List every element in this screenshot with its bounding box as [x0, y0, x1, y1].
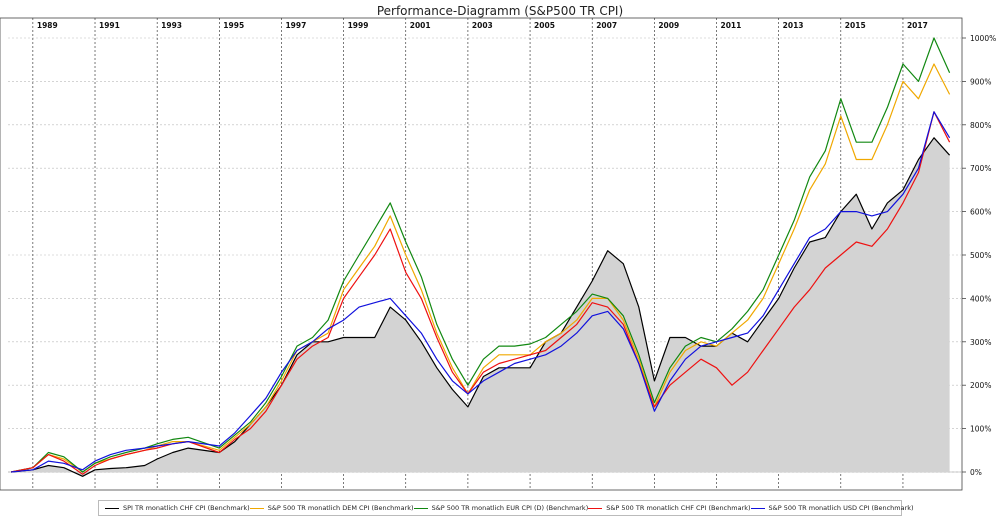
- legend-swatch: [249, 507, 264, 509]
- benchmark-area-fill: [11, 137, 950, 477]
- x-tick-label: 2005: [534, 21, 555, 30]
- x-tick-label: 2003: [472, 21, 493, 30]
- legend-label: S&P 500 TR monatlich CHF CPI (Benchmark): [606, 504, 751, 512]
- x-tick-label: 1993: [161, 21, 182, 30]
- legend: SPI TR monatlich CHF CPI (Benchmark) S&P …: [98, 500, 914, 516]
- legend-item: S&P 500 TR monatlich USD CPI (Benchmark): [750, 504, 914, 512]
- legend-item: S&P 500 TR monatlich DEM CPI (Benchmark): [249, 504, 414, 512]
- x-tick-label: 2017: [907, 21, 928, 30]
- legend-swatch: [105, 507, 119, 509]
- legend-swatch: [413, 507, 428, 509]
- x-tick-label: 1991: [99, 21, 120, 30]
- legend-item: S&P 500 TR monatlich CHF CPI (Benchmark): [588, 504, 751, 512]
- series-line-1: [10, 63, 951, 473]
- y-tick-label: 400%: [970, 294, 991, 303]
- x-tick-label: 1999: [348, 21, 369, 30]
- x-tick-label: 2007: [596, 21, 617, 30]
- legend-swatch: [588, 507, 603, 509]
- legend-label: S&P 500 TR monatlich USD CPI (Benchmark): [768, 504, 914, 512]
- y-tick-label: 100%: [970, 425, 991, 434]
- x-tick-label: 1997: [285, 21, 306, 30]
- x-tick-label: 2015: [845, 21, 866, 30]
- y-tick-label: 900%: [970, 77, 991, 86]
- chart-title: Performance-Diagramm (S&P500 TR CPI): [377, 4, 623, 18]
- legend-label: S&P 500 TR monatlich EUR CPI (D) (Benchm…: [431, 504, 589, 512]
- y-tick-label: 800%: [970, 121, 991, 130]
- y-tick-label: 0%: [970, 468, 982, 477]
- x-tick-labels: 1989 1991 1993 1995 1997 1999 2001 2003 2005 2007…: [37, 21, 928, 30]
- y-tick-label: 1000%: [970, 34, 996, 43]
- legend-item: S&P 500 TR monatlich EUR CPI (D) (Benchm…: [413, 504, 589, 512]
- x-tick-label: 2011: [721, 21, 742, 30]
- y-tick-label: 200%: [970, 381, 991, 390]
- x-tick-label: 2013: [783, 21, 804, 30]
- legend-item: SPI TR monatlich CHF CPI (Benchmark): [105, 504, 250, 512]
- y-tick-label: 700%: [970, 164, 991, 173]
- legend-label: S&P 500 TR monatlich DEM CPI (Benchmark): [267, 504, 414, 512]
- y-tick-label: 500%: [970, 251, 991, 260]
- y-tick-label: 600%: [970, 208, 991, 217]
- series-line-4: [11, 111, 951, 473]
- plot-frame: [0, 17, 963, 491]
- legend-swatch: [750, 507, 765, 509]
- legend-label: SPI TR monatlich CHF CPI (Benchmark): [123, 504, 250, 512]
- series-lines: [10, 37, 951, 477]
- y-tick-label: 300%: [970, 338, 991, 347]
- series-line-0: [11, 137, 951, 477]
- benchmark-area: [11, 137, 950, 477]
- series-line-2: [10, 37, 951, 473]
- y-tick-labels: 0% 100% 200% 300% 400% 500% 600% 700% 800% 900% 10…: [962, 34, 996, 477]
- x-tick-label: 2009: [658, 21, 679, 30]
- x-tick-label: 1995: [223, 21, 244, 30]
- x-tick-label: 2001: [410, 21, 431, 30]
- x-tick-label: 1989: [37, 21, 58, 30]
